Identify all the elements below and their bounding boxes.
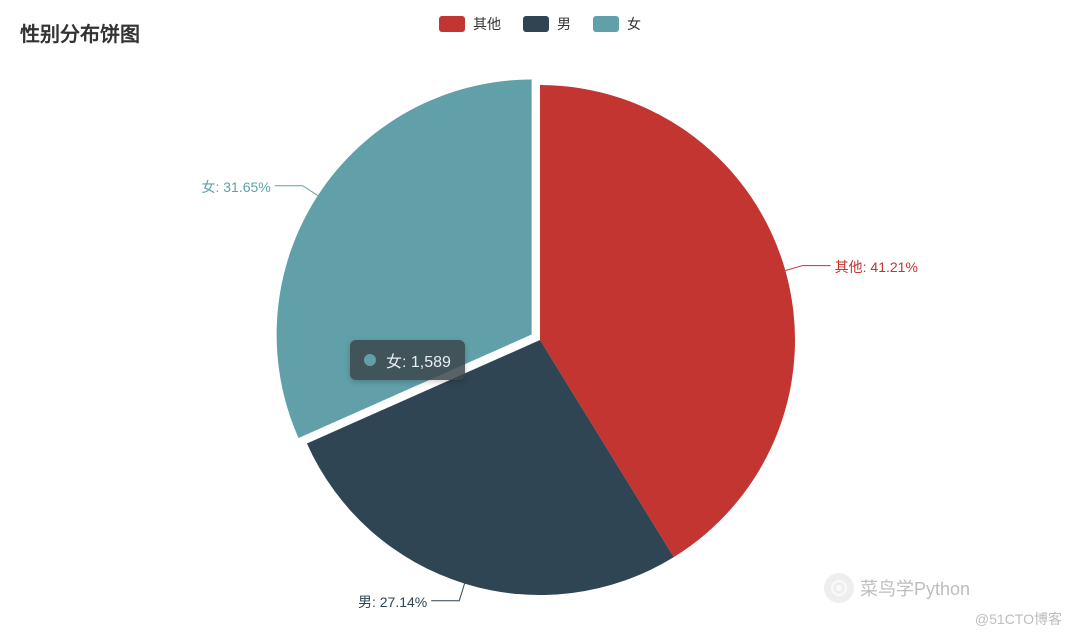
legend: 其他 男 女 xyxy=(439,14,641,34)
legend-label: 其他 xyxy=(473,14,501,34)
legend-item-0[interactable]: 其他 xyxy=(439,14,501,34)
legend-swatch xyxy=(523,16,549,32)
legend-item-1[interactable]: 男 xyxy=(523,14,571,34)
watermark-logo: 菜鸟学Python xyxy=(824,573,970,603)
slice-label-其他: 其他: 41.21% xyxy=(835,257,918,277)
legend-item-2[interactable]: 女 xyxy=(593,14,641,34)
slice-label-女: 女: 31.65% xyxy=(201,177,270,197)
watermark-logo-text: 菜鸟学Python xyxy=(860,575,970,601)
pie-svg xyxy=(0,40,1080,620)
leader-line xyxy=(275,186,318,196)
legend-swatch xyxy=(439,16,465,32)
watermark-footer: @51CTO博客 xyxy=(975,609,1062,629)
legend-label: 男 xyxy=(557,14,571,34)
leader-line xyxy=(785,266,830,271)
slice-label-男: 男: 27.14% xyxy=(358,592,427,612)
legend-label: 女 xyxy=(627,14,641,34)
leader-line xyxy=(431,584,464,601)
pie-chart: 其他: 41.21%男: 27.14%女: 31.65% 女: 1,589 xyxy=(0,40,1080,620)
legend-swatch xyxy=(593,16,619,32)
wechat-icon xyxy=(824,573,854,603)
